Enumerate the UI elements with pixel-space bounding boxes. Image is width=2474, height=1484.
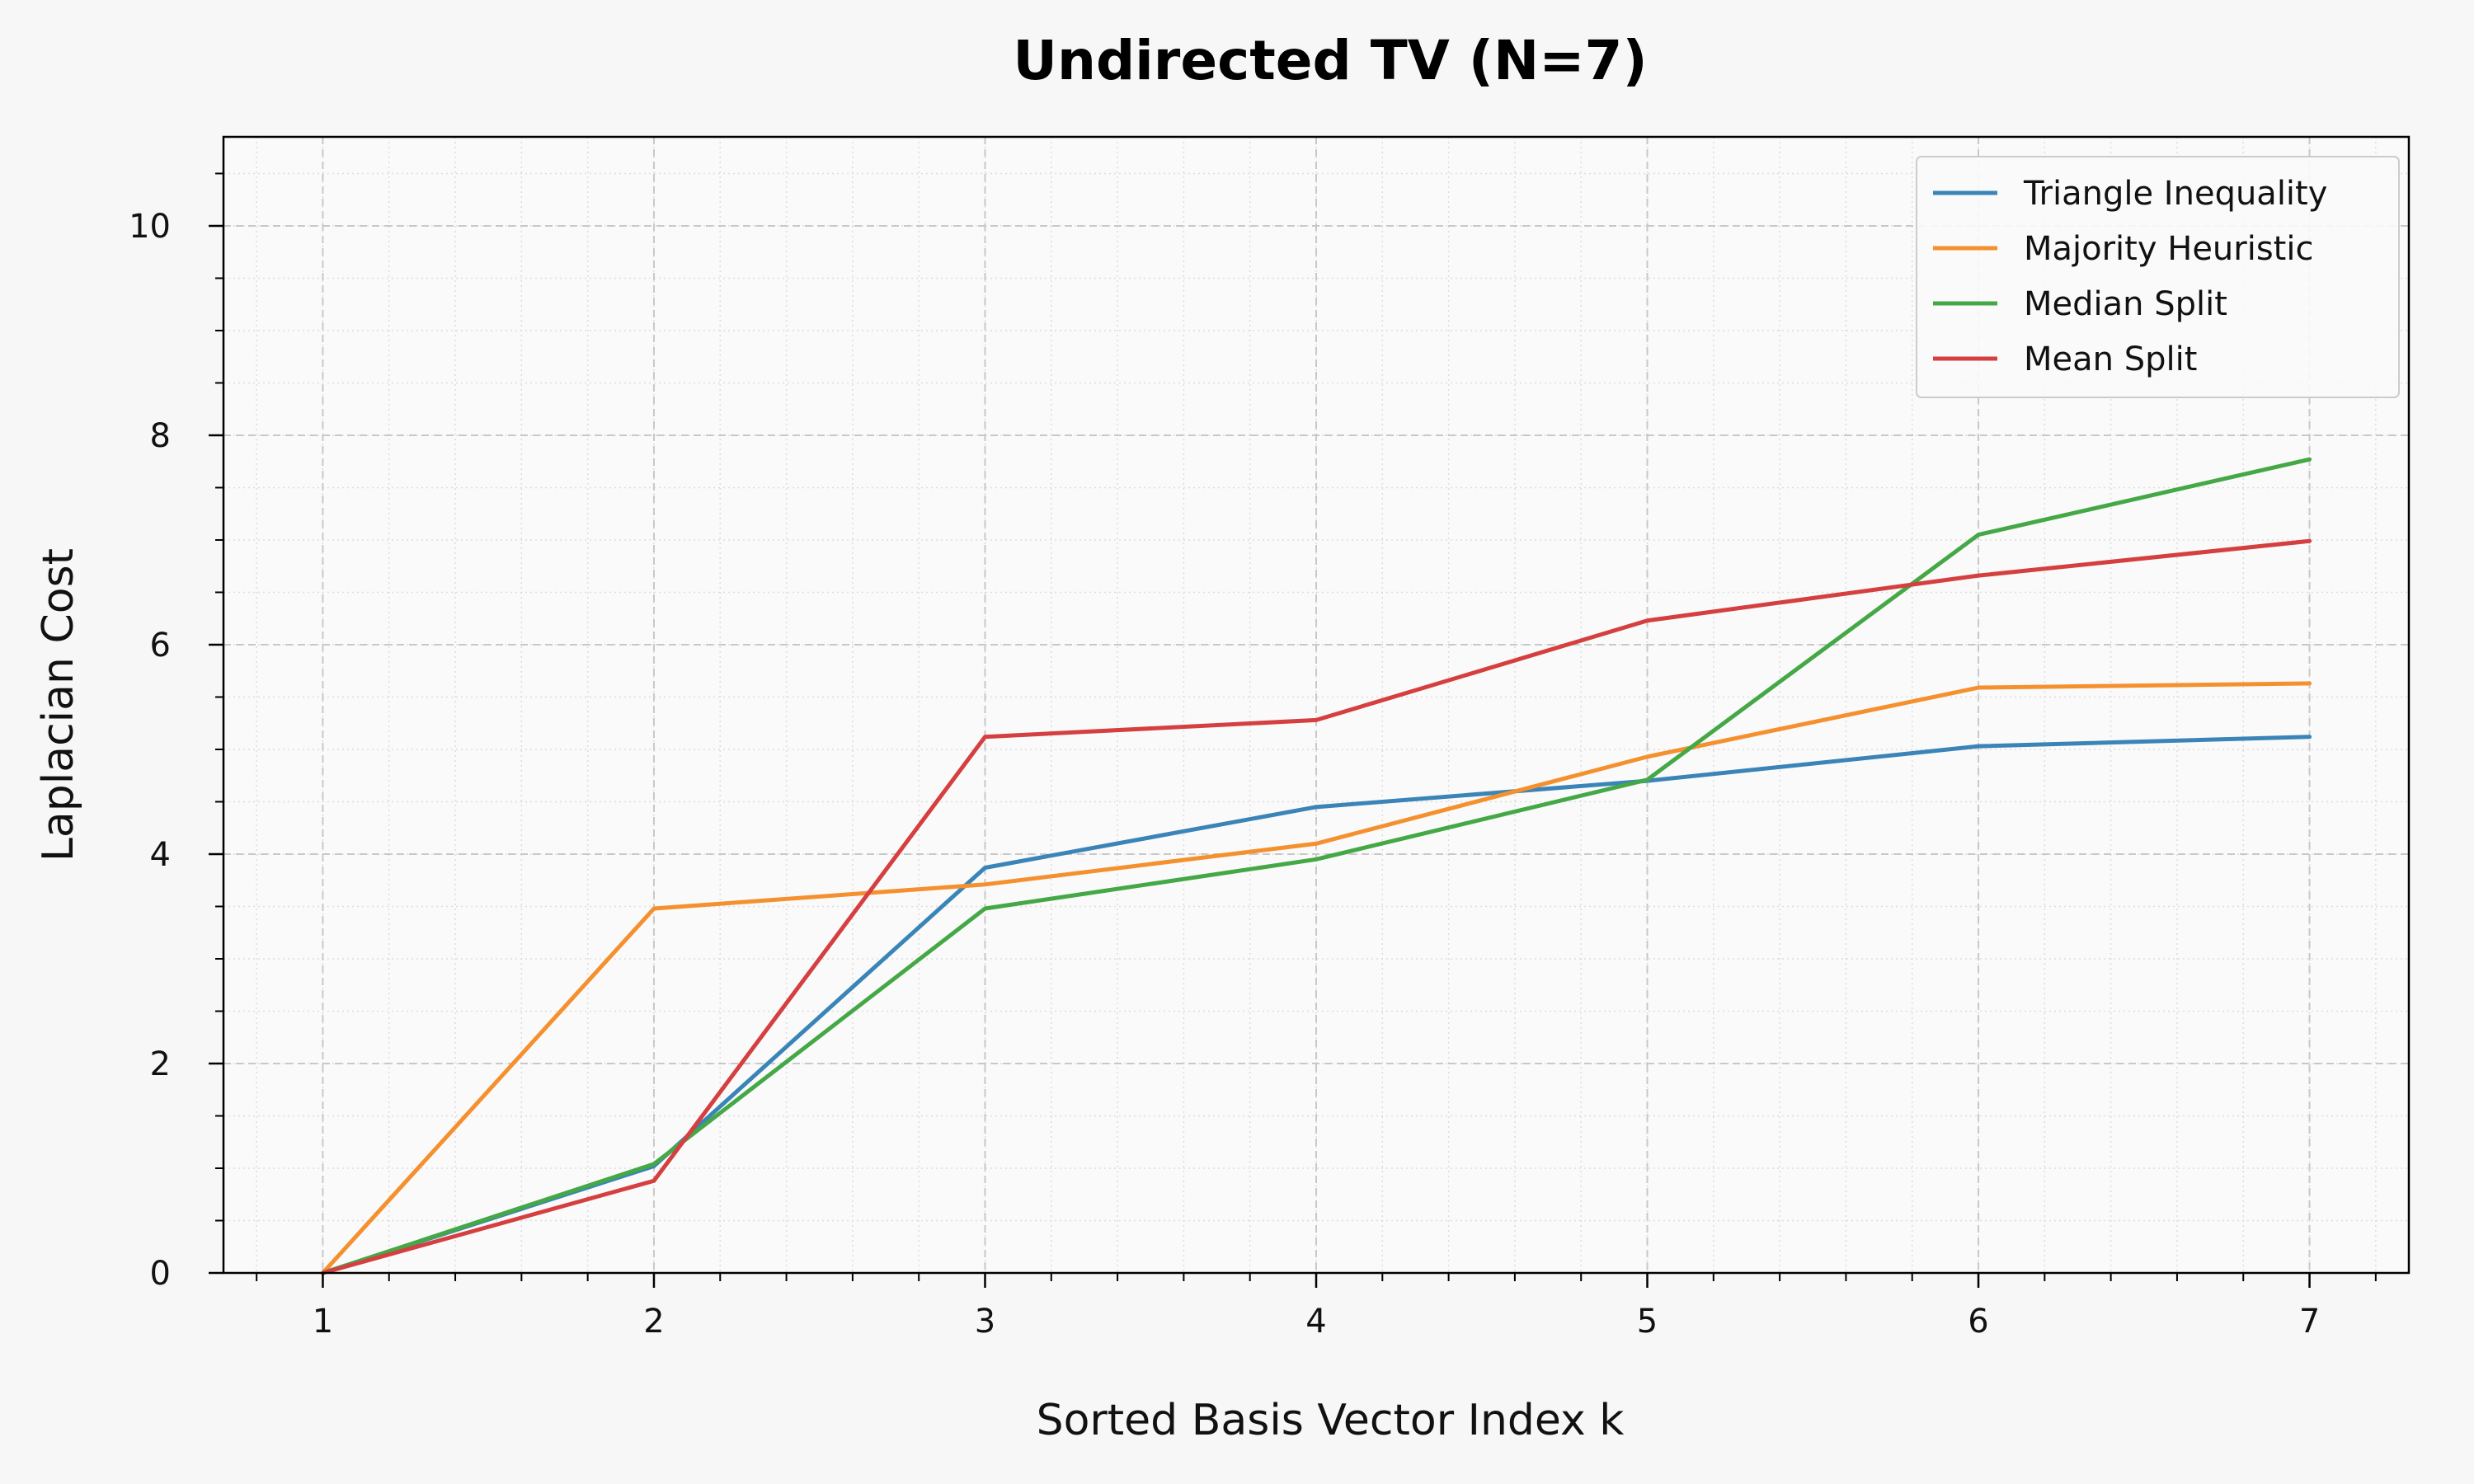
y-tick-label: 6: [150, 627, 171, 665]
legend-label-mean-split: Mean Split: [2024, 340, 2197, 378]
x-tick-label: 4: [1305, 1303, 1326, 1341]
x-tick-label: 3: [975, 1303, 995, 1341]
chart-title: Undirected TV (N=7): [1013, 29, 1647, 92]
y-axis-title: Laplacian Cost: [34, 548, 83, 862]
series-line-majority-heuristic: [320, 681, 2312, 1275]
x-tick-label: 5: [1637, 1303, 1658, 1341]
series-line-median-split: [320, 457, 2312, 1275]
x-tick-label: 2: [643, 1303, 664, 1341]
y-tick-label: 2: [150, 1045, 171, 1083]
x-tick-label: 1: [313, 1303, 333, 1341]
y-tick-label: 8: [150, 417, 171, 455]
y-tick-label: 4: [150, 836, 171, 874]
y-tick-label: 0: [150, 1255, 171, 1293]
x-tick-label: 7: [2299, 1303, 2320, 1341]
legend-box: [1916, 156, 2400, 398]
y-tick-label: 10: [129, 208, 171, 246]
axis-ticks: 1 2 3 4 5 6 7 0 2 4 6 8 10: [129, 172, 2377, 1341]
series-line-mean-split: [320, 538, 2312, 1275]
legend-label-triangle-inequality: Triangle Inequality: [2023, 175, 2327, 213]
legend-label-median-split: Median Split: [2024, 285, 2227, 323]
x-axis-title: Sorted Basis Vector Index k: [1037, 1396, 1625, 1445]
legend-label-majority-heuristic: Majority Heuristic: [2024, 230, 2313, 268]
series-lines: [320, 457, 2312, 1275]
x-tick-label: 6: [1968, 1303, 1988, 1341]
legend: Triangle Inequality Majority Heuristic Med…: [1916, 156, 2400, 398]
